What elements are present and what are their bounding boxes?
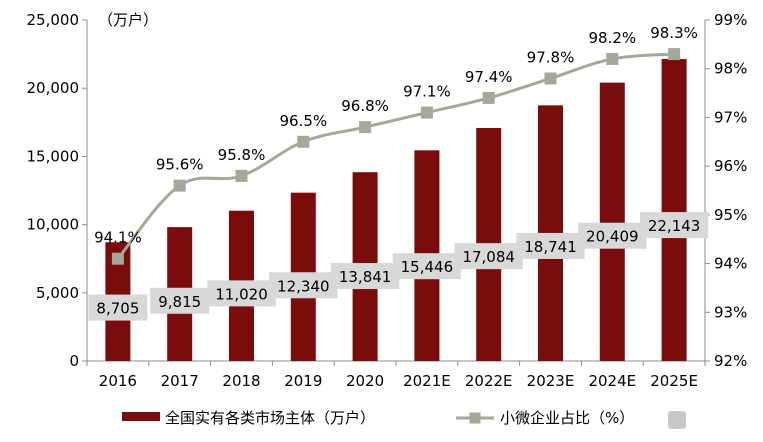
x-tick-label: 2016 <box>99 372 137 390</box>
line-marker <box>420 106 433 119</box>
bar <box>661 58 687 361</box>
x-tick-label: 2019 <box>284 372 322 390</box>
bar-label-box <box>578 222 647 249</box>
percent-label: 97.1% <box>403 83 451 101</box>
legend: 全国实有各类市场主体（万户） 小微企业占比（%） <box>122 409 634 427</box>
line-marker <box>111 252 124 265</box>
line-marker <box>235 169 248 182</box>
right-tick-label: 94% <box>714 255 747 273</box>
bar-label-box <box>454 243 523 270</box>
bar-label-box <box>150 287 210 314</box>
left-tick-label: 5,000 <box>36 284 79 302</box>
bar-label-box <box>392 253 462 280</box>
line-marker <box>359 121 372 134</box>
axes: 0 5,000 10,000 15,000 20,000 25,000 92% 93% 94% 9… <box>27 11 748 390</box>
bar-label-box <box>88 294 148 321</box>
right-tick-label: 92% <box>714 352 747 370</box>
x-tick-label: 2024E <box>588 372 636 390</box>
percent-label: 98.3% <box>650 24 698 42</box>
x-tick-label: 2022E <box>465 372 513 390</box>
legend-bar-label: 全国实有各类市场主体（万户） <box>165 409 375 427</box>
line-marker <box>173 179 186 192</box>
bar-label-box <box>269 272 338 299</box>
bar-label-box <box>516 232 585 259</box>
watermark-text: 格隆汇 <box>689 413 728 429</box>
x-tick-label: 2018 <box>222 372 260 390</box>
left-tick-label: 15,000 <box>27 147 80 165</box>
right-tick-label: 97% <box>714 108 747 126</box>
bar-value-label: 20,409 <box>586 228 639 246</box>
line-marker <box>544 72 557 85</box>
x-tick-label: 2017 <box>161 372 199 390</box>
watermark-logo: 格隆汇 <box>668 411 728 429</box>
bar <box>599 82 625 361</box>
legend-line-marker <box>469 412 481 424</box>
percent-label: 97.8% <box>527 48 575 66</box>
bar-value-label: 9,815 <box>158 293 201 311</box>
x-tick-label: 2020 <box>346 372 384 390</box>
right-tick-label: 98% <box>714 60 747 78</box>
percent-label: 96.8% <box>341 97 389 115</box>
watermark-icon <box>668 411 686 429</box>
left-tick-label: 0 <box>69 352 79 370</box>
percent-label: 97.4% <box>465 68 513 86</box>
right-tick-label: 95% <box>714 206 747 224</box>
percent-label: 95.8% <box>218 146 266 164</box>
bar-value-label: 13,841 <box>339 268 392 286</box>
bar-value-label: 8,705 <box>96 300 139 318</box>
line-marker <box>297 135 310 148</box>
percent-label: 98.2% <box>588 29 636 47</box>
percent-label: 95.6% <box>156 156 204 174</box>
left-tick-label: 25,000 <box>27 11 80 29</box>
line-series <box>111 48 681 265</box>
bar-value-label: 17,084 <box>462 248 515 266</box>
line-marker <box>482 91 495 104</box>
right-tick-label: 93% <box>714 303 747 321</box>
bar-label-box <box>207 280 276 307</box>
bar-value-label: 15,446 <box>401 258 454 276</box>
x-tick-label: 2025E <box>650 372 698 390</box>
data-labels: 94.1% 95.6% 95.8% 96.5% 96.8% 97.1% 97.4% 97.8%… <box>88 24 709 321</box>
left-tick-label: 20,000 <box>27 79 80 97</box>
left-axis-unit-label: （万户） <box>98 11 158 29</box>
bar-value-label: 11,020 <box>215 285 268 303</box>
x-tick-label: 2021E <box>403 372 451 390</box>
bar-value-label: 22,143 <box>648 217 701 235</box>
legend-bar-swatch <box>122 412 160 421</box>
left-tick-label: 10,000 <box>27 216 80 234</box>
percent-label: 94.1% <box>94 229 142 247</box>
legend-line-label: 小微企业占比（%） <box>500 409 634 427</box>
bar-label-box <box>330 263 400 290</box>
right-tick-label: 99% <box>714 11 747 29</box>
line-marker <box>668 48 681 61</box>
x-tick-label: 2023E <box>527 372 575 390</box>
bar-series <box>105 58 687 361</box>
bar-value-label: 18,741 <box>524 238 577 256</box>
bar-value-label: 12,340 <box>277 277 330 295</box>
share-line <box>116 52 675 260</box>
percent-label: 96.5% <box>279 112 327 130</box>
right-tick-label: 96% <box>714 157 747 175</box>
bar-label-box <box>639 212 709 239</box>
line-marker <box>606 52 619 65</box>
